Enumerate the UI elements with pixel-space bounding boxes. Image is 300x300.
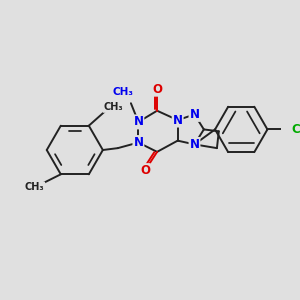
Text: N: N [134, 136, 143, 149]
Text: CH₃: CH₃ [113, 87, 134, 97]
Text: O: O [152, 83, 162, 96]
Text: CH₃: CH₃ [103, 102, 123, 112]
Text: O: O [140, 164, 150, 177]
Text: N: N [134, 116, 143, 128]
Text: Cl: Cl [291, 123, 300, 136]
Text: CH₃: CH₃ [25, 182, 44, 192]
Text: N: N [190, 108, 200, 121]
Text: N: N [173, 114, 183, 127]
Text: N: N [190, 138, 200, 151]
